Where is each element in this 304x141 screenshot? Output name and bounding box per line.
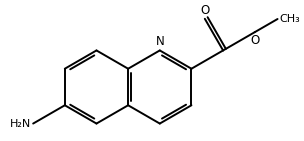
Text: O: O (250, 34, 259, 48)
Text: O: O (200, 4, 209, 17)
Text: H₂N: H₂N (10, 119, 31, 129)
Text: CH₃: CH₃ (280, 14, 301, 24)
Text: N: N (155, 35, 164, 48)
